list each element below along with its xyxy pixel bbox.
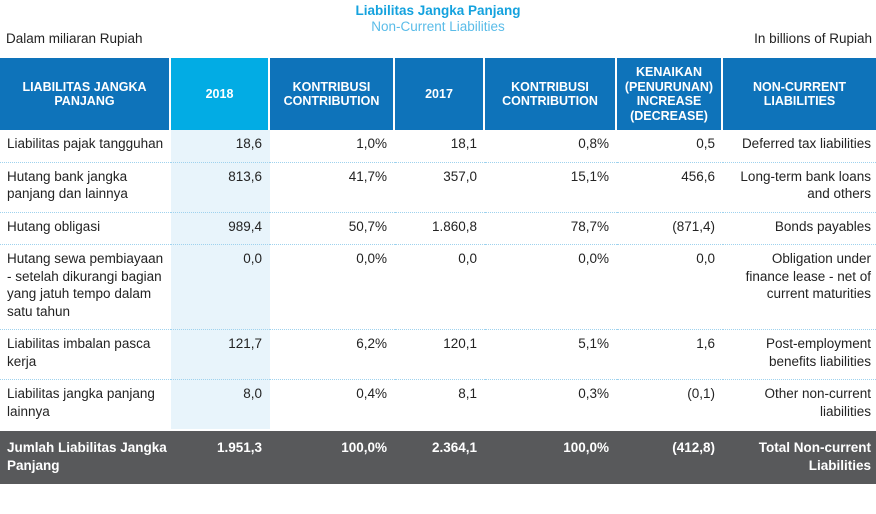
cell-increase-decrease: 0,5 (696, 136, 715, 151)
table-caption-area: Dalam miliaran Rupiah Liabilitas Jangka … (0, 0, 876, 58)
cell-contribution-2017: 15,1% (485, 161, 617, 212)
col-header-non-current-liabilities: NON-CURRENT LIABILITIES (723, 58, 876, 130)
table-title-indonesian: Liabilitas Jangka Panjang (355, 3, 521, 18)
table-row: Hutang obligasi 989,4 50,7% 1.860,8 78,7… (0, 211, 876, 245)
cell-contribution-2018: 50,7% (270, 211, 395, 245)
row-label-en: Bonds payables (723, 211, 876, 245)
row-label-id: Liabilitas jangka panjang lainnya (0, 379, 171, 429)
table-title: Liabilitas Jangka Panjang Non-Current Li… (0, 3, 876, 35)
row-label-en: Long-term bank loans and others (723, 161, 876, 212)
table-row: Hutang sewa pembiayaan - setelah dikuran… (0, 244, 876, 329)
cell-contribution-2017: 0,3% (485, 379, 617, 429)
cell-2017: 18,1 (450, 136, 477, 151)
col-header-contribution-2018: KONTRIBUSI CONTRIBUTION (270, 58, 395, 130)
cell-contribution-2018: 6,2% (270, 329, 395, 379)
cell-contribution-2018: 0,0% (270, 244, 395, 329)
row-label-id: Hutang sewa pembiayaan - setelah dikuran… (0, 244, 171, 329)
cell-increase-decrease: 1,6 (617, 329, 723, 379)
cell-contribution-2017: 5,1% (485, 329, 617, 379)
cell-increase-decrease: (0,1) (617, 379, 723, 429)
col-header-increase-decrease: KENAIKAN (PENURUNAN) INCREASE (DECREASE) (617, 58, 723, 130)
total-contribution-2017: 100,0% (485, 429, 617, 484)
cell-2017: 1.860,8 (395, 211, 485, 245)
cell-contribution-2018: 1,0% (356, 136, 387, 151)
row-label-en: Deferred tax liabilities (741, 136, 871, 151)
table-title-english: Non-Current Liabilities (371, 19, 505, 34)
cell-increase-decrease: 0,0 (617, 244, 723, 329)
cell-contribution-2017: 0,8% (578, 136, 609, 151)
row-label-en: Obligation under finance lease - net of … (723, 244, 876, 329)
currency-note-id: Dalam miliaran Rupiah (6, 31, 143, 46)
table-row: Liabilitas pajak tangguhan 18,6 1,0% 18,… (0, 130, 876, 162)
cell-contribution-2017: 0,0% (485, 244, 617, 329)
currency-note-en: In billions of Rupiah (754, 31, 872, 46)
cell-contribution-2018: 41,7% (270, 161, 395, 212)
cell-2018: 813,6 (171, 161, 270, 212)
table-header-row: LIABILITAS JANGKA PANJANG 2018 KONTRIBUS… (0, 58, 876, 130)
cell-2017: 0,0 (395, 244, 485, 329)
cell-increase-decrease: (871,4) (617, 211, 723, 245)
cell-2018: 18,6 (171, 130, 270, 162)
total-label-id: Jumlah Liabilitas Jangka Panjang (0, 429, 171, 484)
col-header-2018: 2018 (171, 58, 270, 130)
total-2018: 1.951,3 (171, 429, 270, 484)
total-2017: 2.364,1 (395, 429, 485, 484)
non-current-liabilities-table: LIABILITAS JANGKA PANJANG 2018 KONTRIBUS… (0, 58, 876, 484)
cell-2018: 0,0 (171, 244, 270, 329)
total-label-en: Total Non-current Liabilities (723, 429, 876, 484)
cell-2018: 8,0 (171, 379, 270, 429)
table-row: Liabilitas imbalan pasca kerja 121,7 6,2… (0, 329, 876, 379)
table-row: Hutang bank jangka panjang dan lainnya 8… (0, 161, 876, 212)
cell-contribution-2018: 0,4% (270, 379, 395, 429)
col-header-liabilitas: LIABILITAS JANGKA PANJANG (0, 58, 171, 130)
col-header-contribution-2017: KONTRIBUSI CONTRIBUTION (485, 58, 617, 130)
cell-contribution-2017: 78,7% (485, 211, 617, 245)
cell-2018: 989,4 (171, 211, 270, 244)
cell-2017: 357,0 (395, 161, 485, 212)
cell-2017: 8,1 (395, 379, 485, 429)
row-label-id: Liabilitas pajak tangguhan (7, 136, 164, 151)
row-label-en: Other non-current liabilities (723, 379, 876, 429)
cell-2018: 121,7 (171, 329, 270, 379)
cell-2017: 120,1 (395, 329, 485, 379)
col-header-2017: 2017 (395, 58, 485, 130)
row-label-id: Hutang bank jangka panjang dan lainnya (0, 161, 171, 212)
total-increase-decrease: (412,8) (617, 429, 723, 484)
table-row: Liabilitas jangka panjang lainnya 8,0 0,… (0, 379, 876, 429)
row-label-id: Hutang obligasi (0, 211, 171, 245)
table-total-row: Jumlah Liabilitas Jangka Panjang 1.951,3… (0, 429, 876, 484)
total-contribution-2018: 100,0% (270, 429, 395, 484)
row-label-id: Liabilitas imbalan pasca kerja (0, 329, 171, 379)
cell-increase-decrease: 456,6 (617, 161, 723, 212)
row-label-en: Post-employment benefits liabilities (723, 329, 876, 379)
